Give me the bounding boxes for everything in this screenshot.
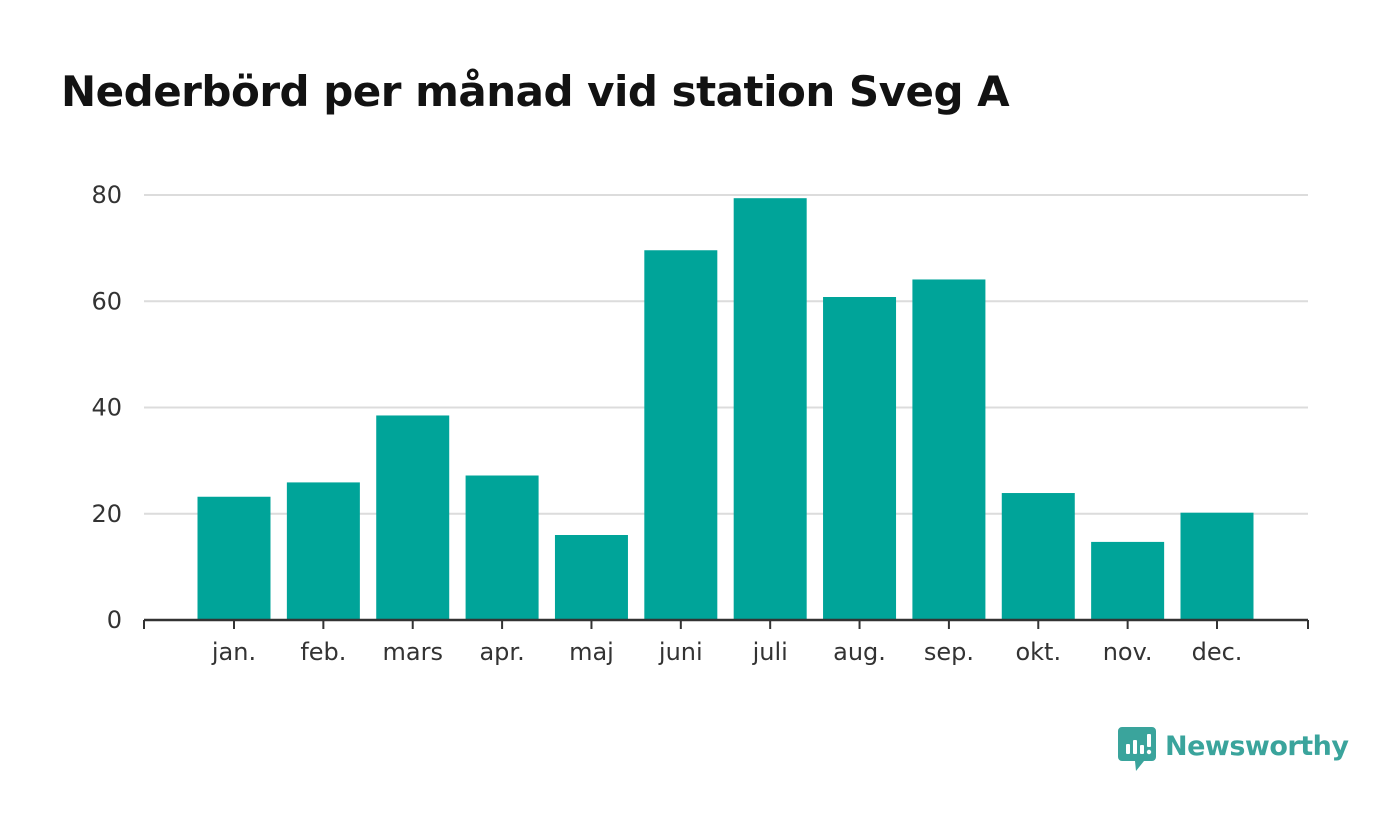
y-tick-label: 40: [91, 394, 122, 422]
bar-8: [912, 279, 986, 620]
x-tick-label: feb.: [300, 638, 346, 666]
x-tick-label: jan.: [211, 638, 256, 666]
x-axis-tick-labels: jan. feb. mars apr. maj juni juli aug. sep. okt. n…: [211, 638, 1243, 666]
x-tick-label: mars: [382, 638, 442, 666]
x-tick-label: maj: [569, 638, 614, 666]
chart-title: Nederbörd per månad vid station Sveg A: [61, 67, 1010, 116]
bar-10: [1091, 541, 1165, 620]
bar-0: [197, 496, 271, 620]
grid-lines: [144, 194, 1308, 515]
x-tick-label: juli: [752, 638, 788, 666]
newsworthy-logo: Newsworthy: [1118, 727, 1349, 773]
bar-6: [733, 198, 807, 620]
y-tick-label: 20: [91, 500, 122, 528]
newsworthy-logo-icon: [1118, 727, 1156, 771]
bar-4: [554, 535, 628, 620]
x-tick-label: sep.: [924, 638, 974, 666]
x-tick-label: okt.: [1015, 638, 1061, 666]
bars: [197, 198, 1254, 620]
x-tick-label: juni: [658, 638, 703, 666]
bar-11: [1180, 512, 1254, 620]
x-tick-label: nov.: [1103, 638, 1153, 666]
y-tick-label: 0: [107, 606, 122, 634]
x-axis: [143, 618, 1309, 629]
bar-3: [465, 475, 539, 620]
brand-name: Newsworthy: [1165, 731, 1349, 762]
x-tick-label: aug.: [833, 638, 886, 666]
bar-9: [1001, 493, 1075, 620]
bar-2: [376, 415, 450, 620]
x-tick-label: dec.: [1192, 638, 1243, 666]
y-tick-label: 60: [91, 287, 122, 315]
x-tick-label: apr.: [479, 638, 524, 666]
y-tick-label: 80: [91, 181, 122, 209]
bar-5: [644, 250, 718, 620]
y-axis-tick-labels: 0 20 40 60 80: [91, 181, 122, 634]
bar-1: [286, 482, 360, 620]
bar-7: [823, 297, 897, 620]
